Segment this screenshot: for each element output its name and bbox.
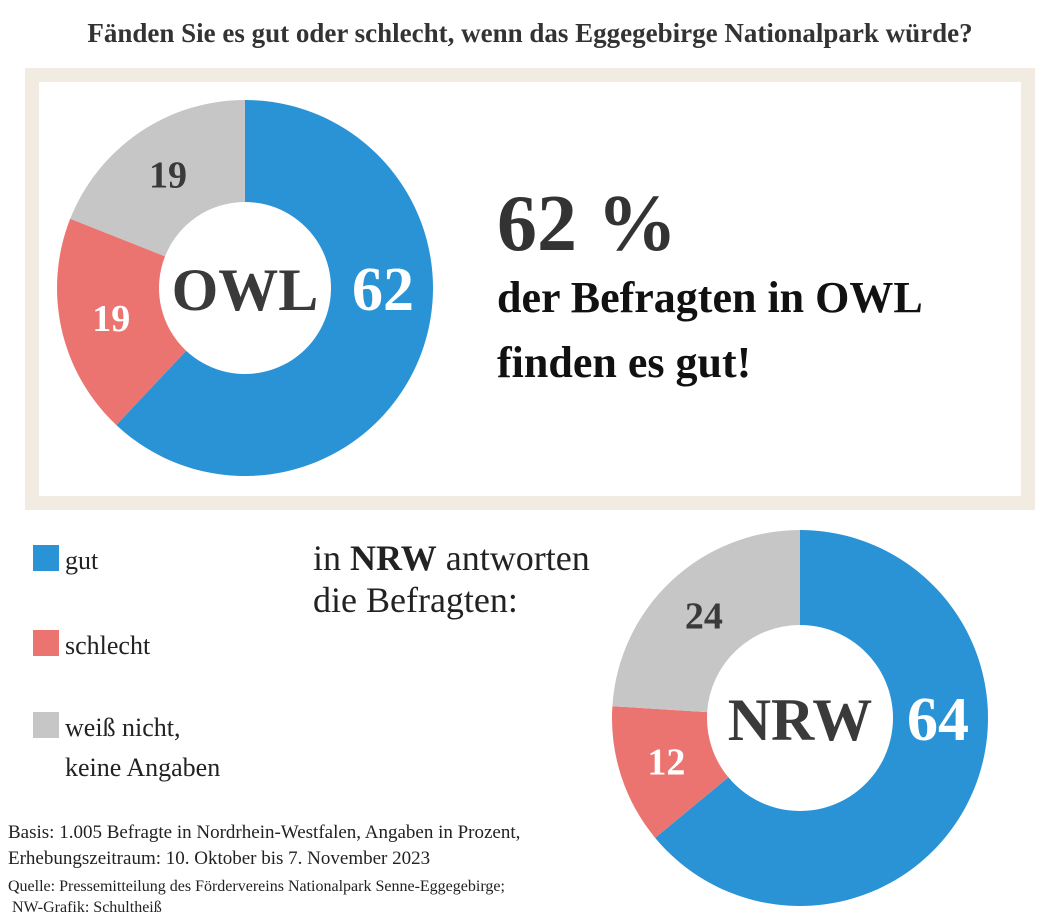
headline-line: finden es gut! bbox=[497, 338, 751, 387]
title: Fänden Sie es gut oder schlecht, wenn da… bbox=[87, 18, 972, 48]
donut-segment bbox=[655, 530, 988, 907]
intro-word: in bbox=[313, 538, 341, 578]
intro-word: NRW bbox=[350, 538, 437, 578]
legend-line: keine Angaben bbox=[65, 753, 220, 782]
data-label: 24 bbox=[685, 596, 723, 638]
donut-segment bbox=[116, 100, 433, 476]
data-label: 19 bbox=[92, 298, 130, 340]
center-label: NRW bbox=[728, 687, 873, 753]
source: Quelle: Pressemitteilung des Förderverei… bbox=[8, 878, 505, 895]
legend-swatch bbox=[33, 712, 59, 738]
note: Erhebungszeitraum: 10. Oktober bis 7. No… bbox=[8, 848, 430, 869]
legend-swatch bbox=[33, 630, 59, 656]
headline: 62 % bbox=[497, 180, 677, 268]
source: NW-Grafik: Schultheiß bbox=[12, 899, 162, 916]
donut-segment bbox=[612, 530, 800, 713]
center-label: OWL bbox=[172, 257, 319, 323]
data-label: 12 bbox=[647, 741, 685, 783]
legend-line: schlecht bbox=[65, 631, 151, 660]
data-label: 62 bbox=[352, 256, 414, 324]
donut-segment bbox=[57, 218, 187, 426]
note: Basis: 1.005 Befragte in Nordrhein-Westf… bbox=[8, 822, 520, 843]
legend-label: weiß nicht, keine Angaben bbox=[65, 713, 220, 782]
headline-line: der Befragten in OWL bbox=[497, 273, 923, 322]
donut-segment bbox=[612, 706, 729, 838]
nrw-intro: die Befragten: bbox=[313, 580, 518, 620]
legend-line: gut bbox=[65, 546, 99, 575]
intro-word: antworten bbox=[446, 538, 590, 578]
legend-swatch bbox=[33, 545, 59, 571]
nrw-intro: in NRW antworten bbox=[313, 538, 590, 578]
legend-label: gut bbox=[65, 546, 99, 575]
donut-segment bbox=[70, 100, 245, 257]
legend-label: schlecht bbox=[65, 631, 151, 660]
legend-line: weiß nicht, bbox=[65, 713, 181, 742]
data-label: 19 bbox=[149, 155, 187, 197]
data-label: 64 bbox=[907, 686, 969, 754]
